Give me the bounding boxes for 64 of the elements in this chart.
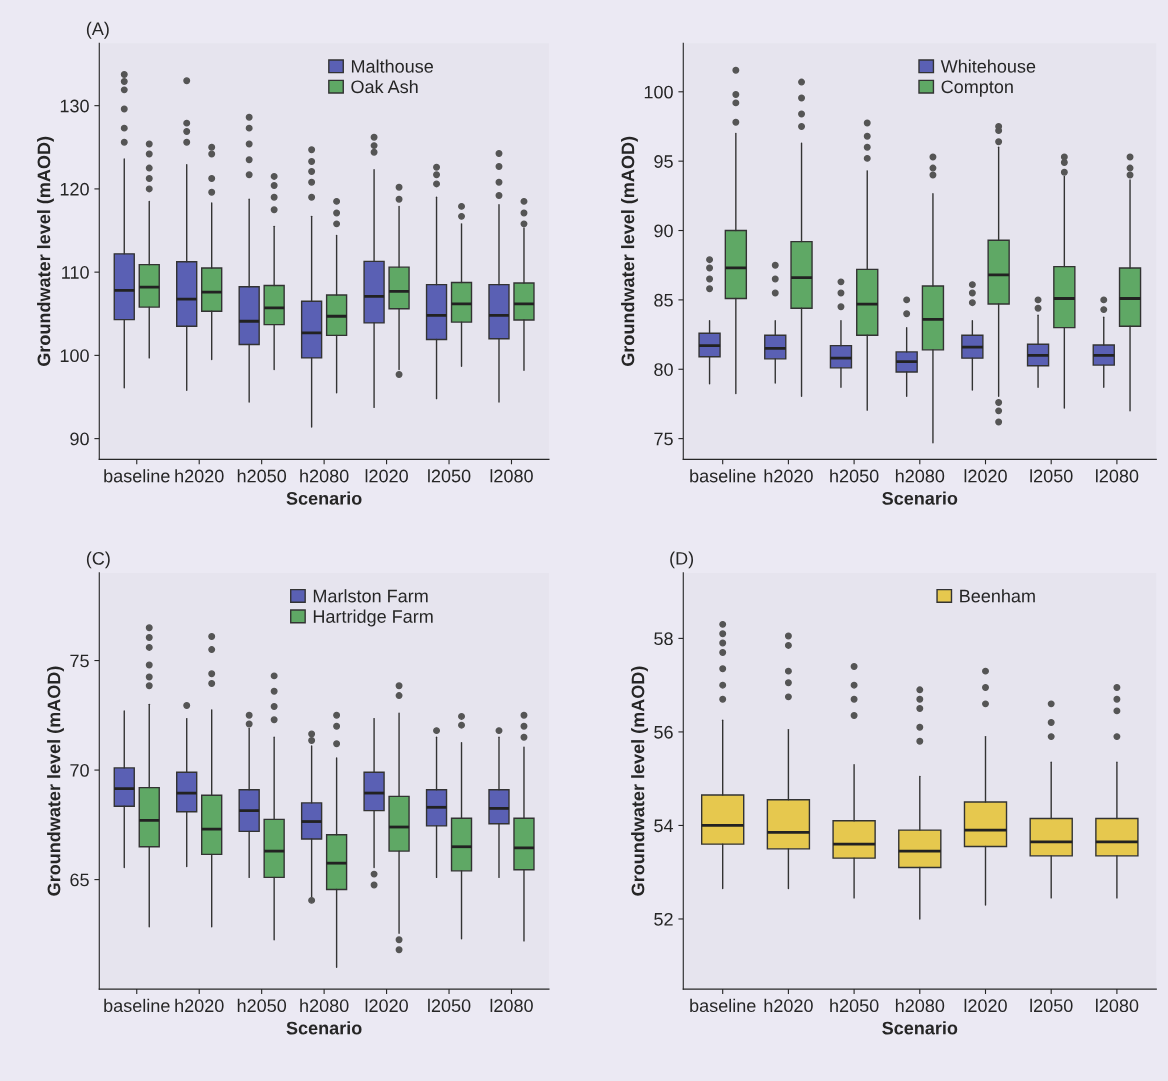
chart-title: (A) [86, 21, 109, 39]
x-tick-label: l2080 [490, 469, 533, 483]
y-tick-label: 90 [654, 224, 673, 238]
x-tick-label: h2050 [830, 998, 879, 1013]
y-tick-label: 110 [62, 266, 89, 279]
legend-label: Whitehouse [940, 59, 1036, 73]
y-tick-label: 85 [654, 293, 673, 307]
y-tick-label: 54 [654, 819, 674, 833]
x-axis-title: Scenario [882, 1021, 958, 1035]
x-tick-label: l2050 [1030, 469, 1073, 483]
y-tick-label: 75 [654, 432, 673, 446]
chart-title: (D) [670, 551, 694, 569]
legend-label: Marlston Farm [313, 589, 428, 603]
x-tick-label: h2020 [175, 469, 224, 483]
y-tick-label: 65 [70, 873, 89, 887]
x-tick-label: h2080 [895, 998, 945, 1013]
y-axis-title: Groundwater level (mAOD) [47, 666, 64, 896]
y-tick-label: 56 [654, 725, 673, 739]
y-tick-label: 95 [654, 155, 673, 168]
y-tick-label: 120 [60, 182, 89, 196]
x-tick-label: h2050 [830, 469, 879, 483]
x-axis-title: Scenario [882, 491, 958, 505]
y-axis-title: Groundwater level (mAOD) [621, 136, 638, 366]
y-tick-label: 70 [70, 764, 89, 777]
y-tick-label: 80 [654, 363, 673, 376]
legend-label: Beenham [960, 589, 1035, 603]
legend-label: Compton [941, 80, 1013, 97]
legend-label: Oak Ash [351, 79, 418, 94]
y-axis-title: Groundwater level (mAOD) [631, 666, 648, 896]
x-tick-label: l2080 [1096, 469, 1139, 483]
legend-label: Malthouse [351, 59, 433, 73]
x-tick-label: h2020 [764, 998, 813, 1013]
y-axis-title: Groundwater level (mAOD) [37, 136, 54, 366]
x-tick-label: h2050 [237, 998, 287, 1013]
x-tick-label: l2020 [964, 998, 1007, 1013]
x-tick-label: l2080 [1096, 998, 1139, 1013]
x-tick-label: baseline [104, 998, 170, 1013]
x-tick-label: h2020 [175, 998, 224, 1013]
x-tick-label: l2050 [1030, 998, 1073, 1013]
y-tick-label: 100 [60, 349, 89, 363]
x-tick-label: baseline [690, 998, 756, 1013]
x-tick-label: l2020 [964, 469, 1007, 483]
x-tick-label: baseline [104, 469, 170, 483]
x-tick-label: l2020 [365, 998, 408, 1013]
x-tick-label: l2050 [428, 469, 471, 483]
y-tick-label: 58 [654, 632, 673, 646]
legend-label: Hartridge Farm [313, 609, 433, 627]
y-tick-label: 75 [70, 654, 89, 668]
x-tick-label: h2080 [895, 469, 945, 483]
y-tick-label: 100 [644, 85, 673, 99]
x-tick-label: h2020 [764, 469, 813, 483]
y-tick-label: 130 [60, 99, 89, 113]
x-axis-title: Scenario [286, 1021, 362, 1035]
x-tick-label: h2080 [300, 998, 349, 1013]
x-tick-label: l2020 [365, 469, 408, 483]
x-tick-label: h2050 [237, 469, 287, 483]
x-tick-label: l2080 [490, 998, 533, 1013]
x-axis-title: Scenario [286, 491, 362, 505]
x-tick-label: h2080 [300, 469, 349, 483]
y-tick-label: 52 [654, 912, 673, 926]
chart-title: (C) [86, 551, 110, 569]
y-tick-label: 90 [70, 432, 89, 446]
x-tick-label: l2050 [428, 998, 471, 1013]
x-tick-label: baseline [690, 469, 756, 483]
